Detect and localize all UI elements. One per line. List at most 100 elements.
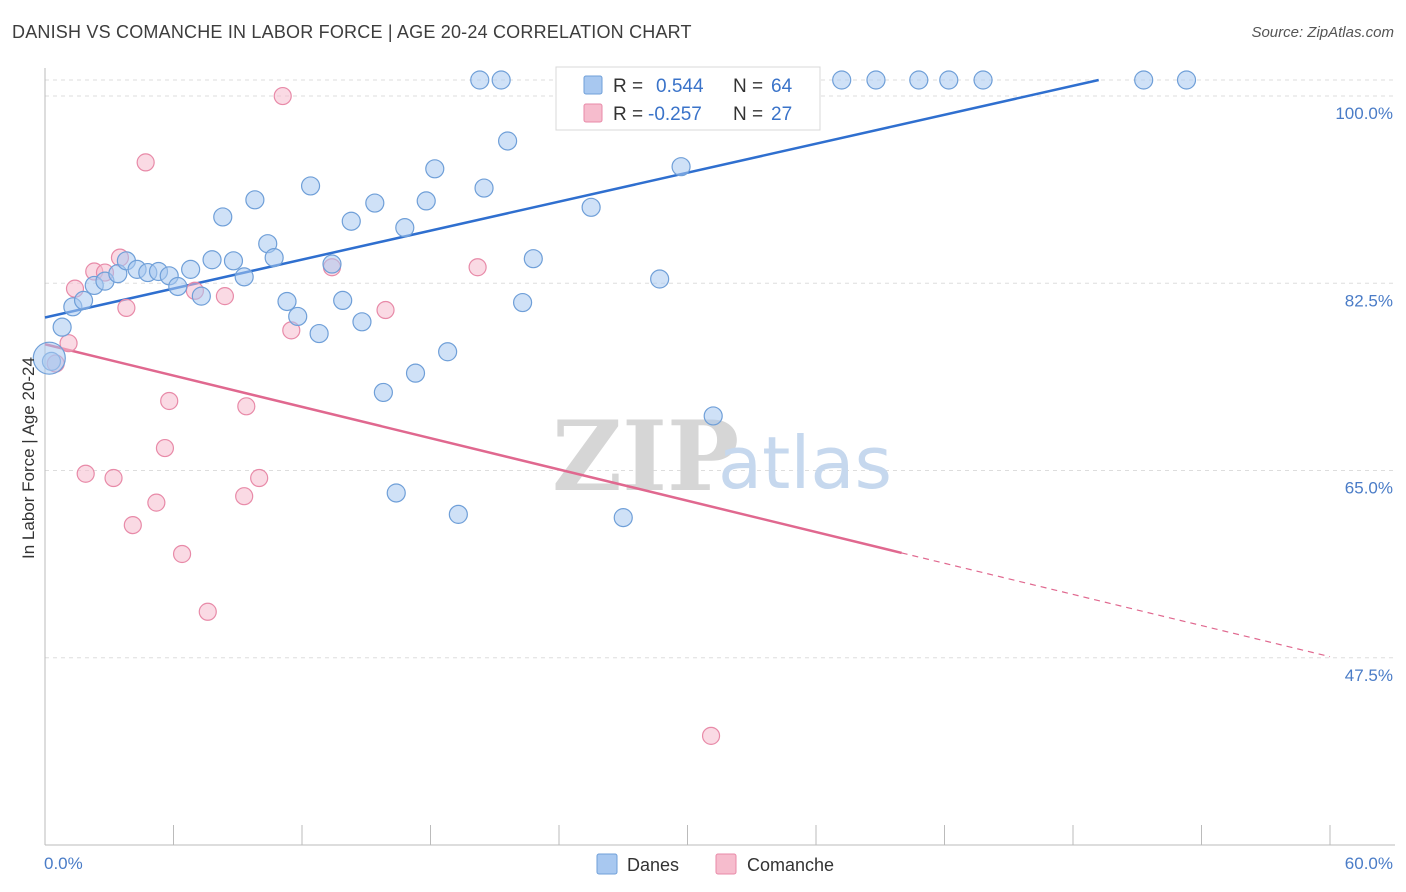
data-point-danes [234,267,254,287]
data-point-danes [474,178,494,198]
data-point-danes [613,508,633,528]
data-point-danes [277,291,297,312]
data-point-danes [1134,70,1154,90]
data-point-danes [832,70,852,90]
legend-r-value-danes: 0.544 [656,76,704,97]
data-point-comanche [172,544,192,564]
data-point-danes [300,176,321,196]
data-point-danes [866,70,886,90]
data-point-comanche [104,468,123,488]
correlation-legend: R = 0.544 N = 64 R = -0.257 N = 27 [555,66,821,131]
legend-r-value-comanche: -0.257 [648,104,702,125]
data-point-danes [181,259,201,279]
legend-r-label-comanche: R = [613,104,643,125]
data-point-danes [1176,70,1197,90]
data-point-comanche [136,153,155,172]
bottom-legend-label-comanche: Comanche [747,855,834,875]
grid-lines [45,79,1395,659]
legend-n-value-comanche: 27 [771,104,792,125]
data-point-danes [939,70,959,90]
data-point-danes [470,70,490,90]
data-point-danes [909,70,929,90]
trend-line-comanche [44,343,902,555]
data-point-comanche [155,438,175,458]
y-axis-title: In Labor Force | Age 20-24 [19,357,38,559]
y-tick-label: 82.5% [1345,291,1393,310]
data-point-danes [191,286,211,306]
data-point-danes [491,70,511,90]
y-tick-label: 47.5% [1345,666,1393,685]
chart-title: DANISH VS COMANCHE IN LABOR FORCE | AGE … [12,22,692,42]
watermark-atlas: atlas [718,421,892,505]
data-point-danes [373,382,393,403]
data-point-comanche [215,287,234,306]
legend-n-label-comanche: N = [733,104,763,125]
legend-swatch-comanche [583,103,603,123]
bottom-legend-label-danes: Danes [627,855,679,875]
data-point-comanche [198,602,217,621]
data-point-danes [425,159,445,179]
data-point-danes [448,504,468,524]
data-point-danes [333,290,353,311]
data-point-danes [395,218,415,238]
data-point-comanche [123,515,142,535]
trend-line-danes [44,78,1099,319]
data-point-danes [671,157,691,177]
data-point-danes [264,248,284,268]
data-point-comanche [701,726,721,745]
data-point-danes [581,197,601,217]
source-credit: Source: ZipAtlas.com [1251,24,1394,41]
data-point-danes [512,292,533,313]
data-point-danes [650,269,670,289]
data-point-danes [438,342,458,362]
x-tick-label-max: 60.0% [1345,854,1393,873]
axes: 47.5% 65.0% 82.5% 100.0% 0.0% 60.0% [44,68,1395,873]
y-tick-label: 100.0% [1335,104,1393,123]
bottom-legend-swatch-comanche [715,853,737,875]
legend-n-label-danes: N = [733,76,763,97]
data-point-comanche [59,334,78,353]
x-tick-label-min: 0.0% [44,854,83,873]
data-point-comanche [76,464,95,483]
data-point-danes [523,249,543,269]
data-point-comanche [273,86,292,106]
data-point-danes [341,211,361,231]
data-point-danes [288,306,308,327]
data-point-danes [416,191,436,211]
trend-line-comanche-extension [901,552,1331,658]
data-point-danes [309,323,329,344]
legend-swatch-danes [583,75,603,95]
data-point-danes [498,131,518,151]
data-point-danes [202,250,222,270]
data-point-danes [245,190,265,210]
data-point-comanche [160,391,179,411]
data-point-comanche [117,298,136,317]
data-point-danes [213,207,233,227]
y-tick-label: 65.0% [1345,479,1393,498]
data-point-danes [365,193,385,213]
data-point-danes [322,254,342,274]
data-point-comanche [376,300,395,320]
legend-n-value-danes: 64 [771,76,793,97]
bottom-legend-swatch-danes [596,853,618,875]
data-point-danes [32,341,66,375]
legend-r-label-danes: R = [613,76,643,97]
data-point-danes [405,363,426,383]
data-point-danes [386,483,406,503]
data-points [32,70,1197,745]
data-point-comanche [250,468,269,488]
data-point-danes [73,290,94,311]
data-point-danes [703,406,723,426]
data-point-danes [973,70,993,90]
data-point-comanche [147,493,166,512]
data-point-comanche [235,487,254,506]
data-point-comanche [468,258,487,277]
data-point-comanche [237,397,256,416]
data-point-danes [223,251,244,271]
trend-lines [44,78,1331,658]
data-point-danes [352,312,372,332]
data-point-danes [52,317,72,337]
series-legend: Danes Comanche [596,853,834,875]
data-point-danes [168,276,188,297]
